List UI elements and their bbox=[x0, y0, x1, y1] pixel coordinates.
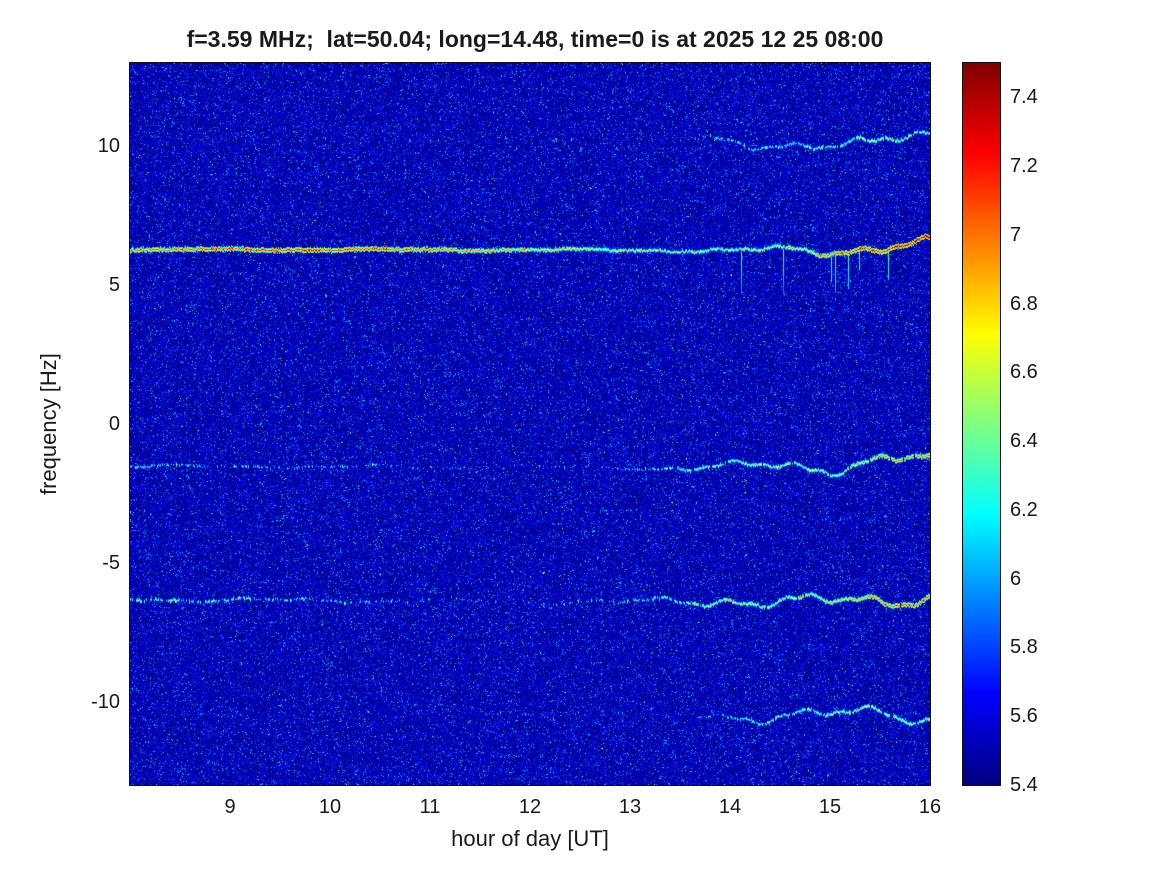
y-tick--5: -5 bbox=[102, 551, 120, 574]
x-tick-13: 13 bbox=[618, 796, 642, 818]
x-tick-9: 9 bbox=[224, 796, 236, 818]
x-tick-16: 16 bbox=[918, 796, 942, 818]
colorbar-tick-7.2: 7.2 bbox=[1010, 155, 1038, 178]
y-tick--10: -10 bbox=[91, 690, 120, 713]
x-tick-15: 15 bbox=[818, 796, 842, 818]
colorbar-tick-6.4: 6.4 bbox=[1010, 430, 1038, 453]
x-tick-10: 10 bbox=[318, 796, 342, 818]
spectrogram-canvas bbox=[130, 63, 930, 785]
colorbar-canvas bbox=[963, 63, 1000, 785]
colorbar-tick-7: 7 bbox=[1010, 223, 1022, 246]
x-tick-11: 11 bbox=[419, 796, 441, 818]
colorbar-tick-5.8: 5.8 bbox=[1010, 636, 1038, 659]
plot-area bbox=[129, 62, 931, 786]
y-tick-10: 10 bbox=[97, 135, 120, 158]
colorbar-tick-5.4: 5.4 bbox=[1010, 774, 1038, 796]
y-tick-5: 5 bbox=[108, 274, 120, 297]
colorbar bbox=[962, 62, 1001, 786]
colorbar-tick-6.8: 6.8 bbox=[1010, 292, 1038, 315]
y-tick-0: 0 bbox=[108, 413, 120, 435]
colorbar-tick-7.4: 7.4 bbox=[1010, 86, 1038, 109]
colorbar-tick-6.6: 6.6 bbox=[1010, 361, 1038, 384]
x-axis-label: hour of day [UT] bbox=[451, 826, 609, 851]
x-tick-14: 14 bbox=[718, 796, 742, 818]
x-tick-12: 12 bbox=[518, 796, 542, 818]
colorbar-tick-5.6: 5.6 bbox=[1010, 705, 1038, 728]
chart-title: f=3.59 MHz; lat=50.04; long=14.48, time=… bbox=[186, 26, 884, 52]
colorbar-tick-6: 6 bbox=[1010, 567, 1022, 590]
colorbar-tick-6.2: 6.2 bbox=[1010, 498, 1038, 521]
